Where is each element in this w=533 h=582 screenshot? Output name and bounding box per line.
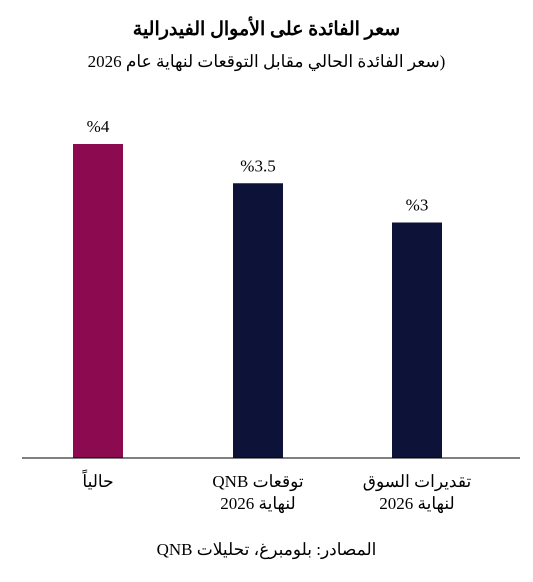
chart-subtitle: (سعر الفائدة الحالي مقابل التوقعات لنهاي…	[87, 52, 446, 71]
value-label-3: %3	[406, 196, 429, 215]
bar-1	[73, 144, 123, 458]
chart-title: سعر الفائدة على الأموال الفيدرالية	[132, 19, 401, 40]
value-label-1: %4	[87, 117, 110, 136]
value-label-2: %3.5	[240, 156, 275, 175]
category-label-3-line-2: لنهاية 2026	[379, 494, 454, 514]
category-label-3-line-1: تقديرات السوق	[363, 472, 472, 492]
source-note: المصادر: بلومبرغ، تحليلات QNB	[156, 540, 377, 559]
bars-layer	[73, 144, 442, 458]
bar-2	[233, 183, 283, 458]
category-label-2-line-2: لنهاية 2026	[220, 494, 295, 514]
category-label-2-line-1: توقعات QNB	[212, 472, 303, 492]
bar-3	[392, 222, 442, 458]
category-label-1-line-1: حالياً	[82, 468, 114, 491]
